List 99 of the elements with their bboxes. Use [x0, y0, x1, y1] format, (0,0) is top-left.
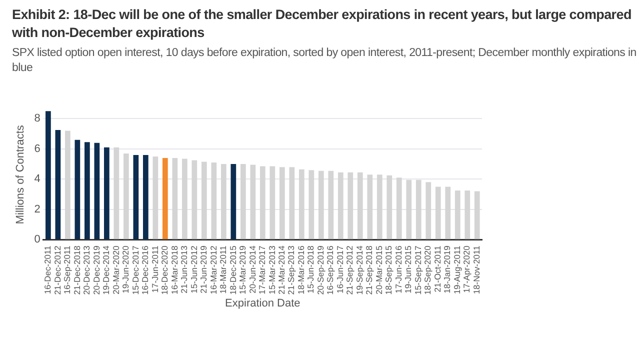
x-tick-label: 17-Apr-2020 — [462, 245, 472, 293]
x-tick-label: 18-Sep-2020 — [422, 245, 433, 295]
x-tick-label: 21-Dec-2018 — [72, 245, 82, 295]
bar — [220, 164, 226, 240]
bar — [308, 170, 314, 240]
y-tick-label: 4 — [34, 173, 40, 186]
bar — [376, 174, 382, 240]
bar — [464, 190, 470, 240]
bar — [445, 186, 451, 240]
x-tick-label: 17-Jun-2016 — [393, 245, 404, 294]
x-tick-label: 15-Dec-2017 — [130, 245, 140, 295]
y-tick-label: 2 — [34, 203, 40, 216]
bar — [65, 130, 70, 240]
bar — [386, 175, 392, 240]
x-tick-label: 15-Mar-2013 — [266, 245, 277, 294]
bar — [298, 169, 304, 240]
bar — [396, 178, 402, 240]
x-tick-label: 20-Mar-2015 — [374, 245, 384, 294]
bar — [240, 164, 246, 240]
x-tick-label: 19-Dec-2014 — [101, 245, 112, 295]
y-tick-label: 0 — [34, 234, 40, 246]
bar — [74, 140, 80, 240]
x-tick-label: 16-Sep-2011 — [62, 245, 72, 294]
x-tick-label: 21-Sep-2018 — [364, 245, 374, 295]
x-tick-label: 18-Dec-2015 — [228, 245, 238, 295]
x-tick-label: 15-Mar-2019 — [238, 245, 248, 294]
bar — [192, 160, 198, 240]
bar — [260, 166, 266, 240]
x-tick-label: 16-Dec-2011 — [42, 245, 53, 294]
bar — [104, 147, 110, 240]
bar — [201, 162, 207, 240]
x-tick-label: 18-Dec-2020 — [160, 245, 170, 295]
y-tick-label: 8 — [34, 112, 40, 125]
x-tick-label: 21-Mar-2014 — [276, 245, 286, 294]
x-tick-label: 15-Jun-2012 — [188, 245, 199, 294]
x-tick-label: 18-Sep-2015 — [384, 245, 394, 295]
bar — [357, 172, 363, 240]
bar — [182, 158, 188, 240]
bar — [94, 142, 100, 240]
bar — [338, 172, 344, 240]
bar — [348, 172, 354, 240]
bar — [270, 166, 276, 240]
x-tick-label: 20-Jun-2014 — [247, 245, 258, 294]
bar — [211, 162, 217, 240]
x-tick-label: 19-Sep-2014 — [354, 245, 364, 295]
bar — [454, 190, 460, 240]
x-tick-label: 18-Jan-2019 — [442, 245, 452, 294]
bar — [162, 158, 168, 240]
y-tick-label: 6 — [34, 142, 40, 155]
x-tick-label: 15-Sep-2017 — [412, 245, 423, 295]
x-tick-label: 17-Jun-2011 — [150, 245, 160, 293]
bar — [279, 167, 285, 240]
bar — [46, 111, 51, 240]
x-tick-label: 19-Jun-2020 — [120, 245, 131, 294]
x-tick-label: 18-Nov-2011 — [471, 245, 482, 294]
x-tick-label: 21-Sep-2013 — [286, 245, 296, 295]
bar — [172, 158, 178, 240]
x-tick-label: 20-Dec-2013 — [82, 245, 92, 295]
bar — [318, 170, 324, 240]
x-tick-label: 18-Mar-2011 — [218, 245, 228, 294]
x-tick-label: 16-Mar-2018 — [169, 245, 180, 294]
x-axis-title: Expiration Date — [225, 297, 300, 310]
x-tick-label: 21-Jun-2019 — [198, 245, 209, 294]
chart-title: Exhibit 2: 18-Dec will be one of the smaller December expirations in recent years, but large compared with non-December expirations — [12, 6, 632, 42]
x-tick-label: 21-Sep-2012 — [344, 245, 355, 295]
bar — [250, 164, 256, 240]
x-tick-label: 20-Sep-2019 — [315, 245, 326, 295]
x-tick-label: 16-Dec-2016 — [140, 245, 150, 295]
bar — [230, 164, 236, 240]
x-tick-label: 17-Mar-2017 — [257, 245, 268, 294]
bar — [367, 174, 373, 240]
bar — [289, 167, 295, 240]
bar — [114, 147, 120, 240]
x-tick-label: 21-Dec-2012 — [52, 245, 62, 295]
x-tick-label: 16-Sep-2016 — [325, 245, 336, 295]
x-tick-label: 19-Aug-2011 — [452, 245, 462, 294]
bar — [426, 182, 432, 240]
x-tick-label: 21-Oct-2011 — [432, 245, 442, 292]
bar — [416, 180, 422, 240]
bar — [124, 153, 129, 240]
chart-subtitle: SPX listed option open interest, 10 days before expiration, sorted by open interest, 2011-present; December monthly expirations in blue — [12, 46, 637, 76]
x-tick-label: 15-Jun-2018 — [306, 245, 316, 294]
bar — [142, 154, 148, 240]
x-tick-label: 19-Jun-2015 — [403, 245, 414, 294]
x-tick-label: 18-Mar-2016 — [296, 245, 306, 294]
bar — [328, 170, 334, 240]
x-tick-label: 21-Jun-2013 — [179, 245, 190, 294]
y-axis-title: Millions of Contracts — [14, 124, 27, 224]
bar — [84, 142, 90, 240]
x-tick-label: 20-Mar-2020 — [110, 245, 121, 294]
bar — [133, 154, 139, 240]
bar — [474, 191, 480, 240]
bar — [435, 186, 441, 240]
bar — [152, 156, 158, 240]
bar — [55, 130, 61, 240]
x-tick-label: 20-Dec-2019 — [91, 245, 102, 295]
x-tick-label: 16-Mar-2012 — [208, 245, 218, 294]
bar — [406, 180, 412, 240]
x-tick-label: 16-Jun-2017 — [334, 245, 345, 294]
